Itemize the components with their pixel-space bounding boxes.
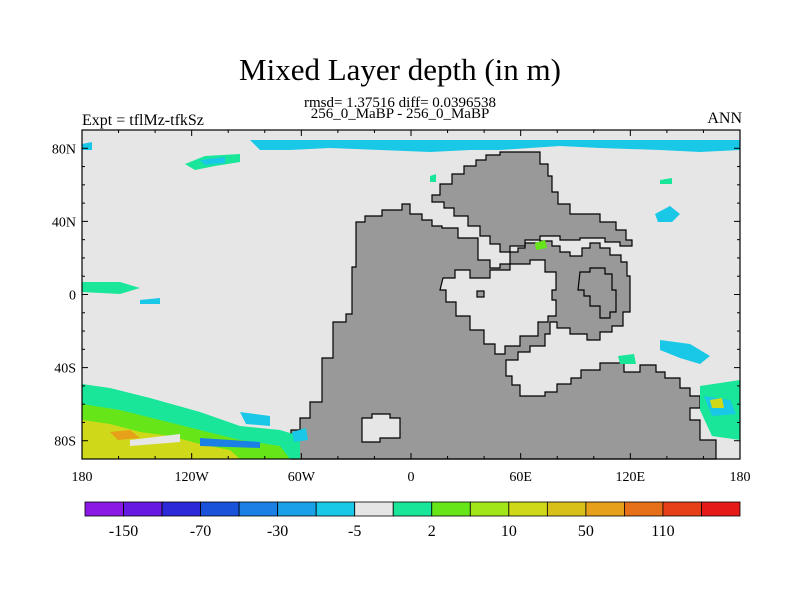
colorbar-swatch [546,501,587,517]
colorbar-swatch [431,501,471,517]
colorbar-swatch [508,501,548,517]
colorbar-label: -30 [267,523,288,540]
anomaly-arctic-band [250,140,740,152]
x-tick-label: 180 [72,470,93,485]
x-tick-label: 60W [288,470,316,485]
colorbar-swatch [200,501,240,517]
inland-sea [439,259,557,355]
y-tick-label: 40S [54,362,76,377]
anomaly-southern-lblue [240,412,270,426]
y-tick-label: 0 [69,289,76,304]
anomaly-west-band-blue [140,298,160,304]
chart-title: Mixed Layer depth (in m) [239,52,561,87]
anomaly-southeast-yellow [710,398,724,408]
anomaly-west-band [82,282,140,294]
season-label: ANN [707,110,742,127]
x-tick-label: 120E [616,470,646,485]
colorbar-swatch [624,501,664,517]
x-tick-label: 60E [509,470,532,485]
y-tick-label: 80N [52,142,76,157]
colorbar-swatch [701,501,741,517]
colorbar-label: -5 [348,523,361,540]
colorbar-label: -150 [109,523,138,540]
anomaly-southern-orange [110,430,140,440]
x-tick-label: 120W [175,470,210,485]
anomaly-north-pacific-core [200,157,225,165]
colorbar-swatch [84,501,124,517]
colorbar-label: 110 [651,523,674,540]
anomaly-north-atlantic [655,206,680,222]
ocean-pocket-south [361,413,401,443]
anomaly-east-small [660,178,672,184]
anomaly-south-atlantic [292,428,308,442]
colorbar-swatch [354,501,394,517]
anomaly-indian [618,354,636,364]
colorbar-label: 2 [428,523,436,540]
x-tick-label: 0 [408,470,415,485]
experiment-label: Expt = tflMz-tfkSz [82,112,204,129]
colorbar-swatch [277,501,317,517]
chart-subtitle-stats: rmsd= 1.37516 diff= 0.0396538 [303,95,497,111]
anomaly-inland-green [535,240,547,250]
colorbar-swatch [238,501,279,517]
colorbar-swatch [161,501,201,517]
y-tick-label: 40N [52,215,76,230]
land-block-east [577,267,617,319]
colorbar-swatch [392,501,433,517]
colorbar-label: -70 [190,523,211,540]
colorbar-swatch [123,501,163,517]
colorbar-label: 50 [578,523,594,540]
colorbar-swatch [662,501,702,517]
colorbar-swatch [469,501,510,517]
anomaly-southern-blue-strip [200,438,260,448]
x-tick-label: 180 [730,470,751,485]
colorbar-swatch [315,501,356,517]
colorbar: -150 -70 -30 -5 2 10 50 110 [84,501,741,540]
land-masses [290,151,717,460]
y-axis: 80N 40N 0 40S 80S [52,129,740,460]
x-axis: 180 120W 60W 0 60E 120E 180 [72,130,751,485]
colorbar-label: 10 [501,523,517,540]
anomaly-southeast [660,340,710,364]
y-tick-label: 80S [54,435,76,450]
anomaly-southern-white [130,434,180,446]
land-mass-north [431,151,633,253]
anomaly-arctic-small [430,174,436,182]
anomaly-field [82,140,740,459]
land-speck [476,290,485,298]
chart-subtitle-cases: 256_0_MaBP - 256_0_MaBP [310,106,490,122]
colorbar-swatch [585,501,625,517]
